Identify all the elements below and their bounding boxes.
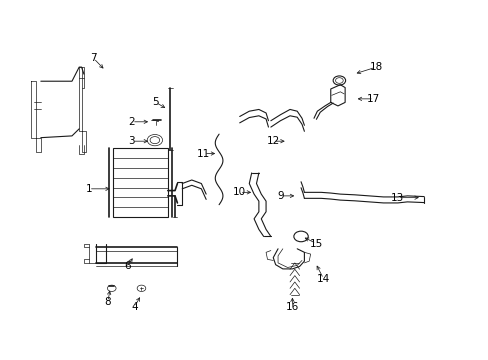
Text: 3: 3 <box>128 136 135 146</box>
Text: 10: 10 <box>233 187 246 197</box>
Text: 15: 15 <box>309 239 323 248</box>
Text: 8: 8 <box>104 297 111 307</box>
Text: 1: 1 <box>85 184 92 194</box>
Text: 11: 11 <box>197 149 210 158</box>
Bar <box>112 148 167 217</box>
Text: 14: 14 <box>316 274 329 284</box>
Text: 2: 2 <box>128 117 135 127</box>
Text: 5: 5 <box>152 98 159 107</box>
Text: 16: 16 <box>285 302 299 312</box>
Text: 13: 13 <box>390 193 404 203</box>
Text: 12: 12 <box>266 136 279 146</box>
Text: 7: 7 <box>90 53 97 63</box>
Text: 6: 6 <box>123 261 130 271</box>
Text: 18: 18 <box>369 62 382 72</box>
Text: 4: 4 <box>131 302 137 312</box>
Text: 17: 17 <box>366 94 380 104</box>
Text: 9: 9 <box>277 191 283 201</box>
